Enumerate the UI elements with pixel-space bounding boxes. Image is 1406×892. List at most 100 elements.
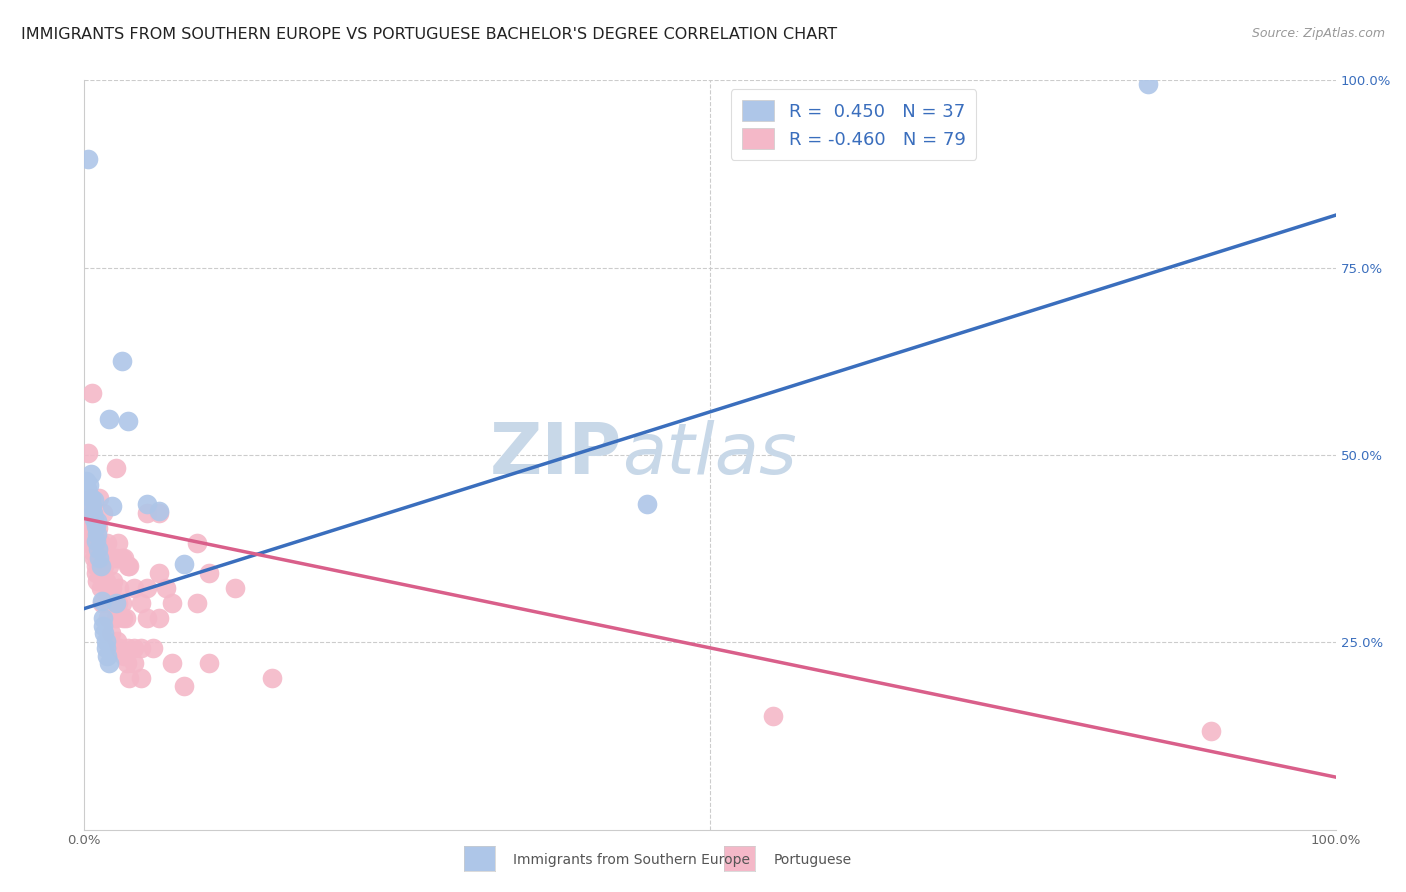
Point [124,657,146,671]
Point [86,574,108,588]
Text: IMMIGRANTS FROM SOUTHERN EUROPE VS PORTUGUESE BACHELOR'S DEGREE CORRELATION CHAR: IMMIGRANTS FROM SOUTHERN EUROPE VS PORTU… [21,27,837,42]
Point [1136,77,1159,91]
Point [93,626,115,640]
Point [84,534,107,549]
Point [100,626,122,640]
Point [77,489,100,503]
Point [101,499,124,513]
Point [112,648,135,663]
Point [96,589,118,603]
Point [80,386,103,401]
Point [262,671,284,685]
Point [117,641,139,656]
Point [89,491,111,506]
Point [84,519,107,533]
Point [142,641,165,656]
Point [117,414,139,428]
Point [124,582,146,596]
Point [111,596,134,610]
Point [136,582,159,596]
Point [136,497,159,511]
Point [129,671,152,685]
Point [105,633,128,648]
Text: Immigrants from Southern Europe: Immigrants from Southern Europe [513,853,751,867]
Point [75,483,97,498]
Point [1199,723,1222,738]
Point [82,536,104,550]
Point [112,551,135,566]
Point [91,551,114,566]
Point [198,657,221,671]
Point [80,544,103,558]
Point [90,558,112,573]
Point [148,504,170,518]
Point [75,474,97,488]
Point [148,507,170,521]
Point [90,596,112,610]
Point [90,594,112,608]
Text: Portuguese: Portuguese [773,853,852,867]
Point [96,648,118,663]
Text: Source: ZipAtlas.com: Source: ZipAtlas.com [1251,27,1385,40]
Point [112,611,135,625]
Point [104,551,127,566]
Point [148,611,170,625]
Point [84,558,107,573]
Point [84,566,107,581]
Point [107,596,129,610]
Point [80,499,103,513]
Point [637,497,659,511]
Point [103,596,125,610]
Point [118,671,141,685]
Point [86,514,108,528]
Point [186,596,208,610]
Point [90,582,112,596]
Point [104,461,127,475]
Point [104,611,127,625]
Point [77,152,100,166]
Point [76,482,98,496]
Point [97,611,120,625]
Point [80,507,103,521]
Point [75,507,97,521]
Point [79,529,101,543]
Point [101,574,124,588]
Point [77,446,100,460]
Point [91,507,114,521]
Point [83,492,105,507]
Point [79,514,101,528]
Point [79,467,101,481]
Point [148,566,170,581]
Point [173,557,195,571]
Point [117,558,139,573]
Point [87,541,110,556]
Point [198,566,221,581]
Point [86,526,108,541]
Legend: R =  0.450   N = 37, R = -0.460   N = 79: R = 0.450 N = 37, R = -0.460 N = 79 [731,89,976,160]
Point [155,582,177,596]
Point [124,641,146,656]
Point [118,558,141,573]
Point [129,596,152,610]
Point [77,536,100,550]
Point [224,582,246,596]
Point [82,507,104,521]
Point [762,708,785,723]
Point [111,551,134,566]
Point [98,657,121,671]
Point [91,619,114,633]
Point [86,551,108,566]
Point [90,536,112,550]
Point [94,641,117,656]
Point [83,551,105,566]
Point [91,611,114,625]
Point [129,641,152,656]
Point [89,551,111,566]
Point [98,596,121,610]
Point [98,412,121,426]
Point [108,641,131,656]
Point [160,657,183,671]
Point [107,536,129,550]
Point [114,611,136,625]
Point [136,611,159,625]
